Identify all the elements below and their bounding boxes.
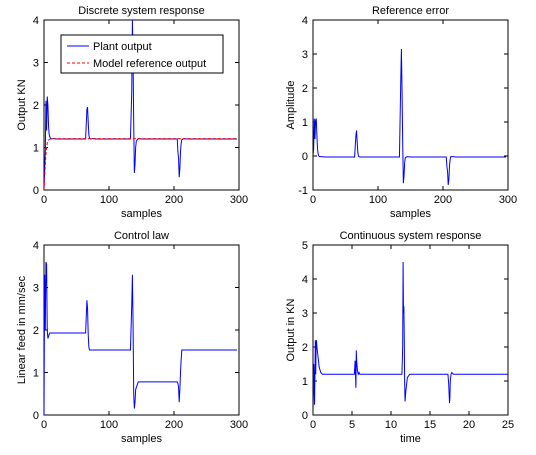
y-tick-label: 1 (33, 368, 39, 380)
y-tick-label: 2 (302, 342, 308, 354)
series-line-0 (313, 48, 507, 185)
x-tick-label: 15 (424, 419, 436, 431)
y-tick-label: -1 (298, 185, 308, 197)
plot-area (312, 19, 509, 191)
y-tick-label: 1 (33, 143, 39, 155)
series-line-0 (313, 261, 508, 415)
y-tick-label: 0 (33, 410, 39, 422)
x-tick-label: 200 (165, 194, 183, 206)
control-law-panel: 0 100 200 300 0 1 2 3 4 Control law samples Linear … (16, 230, 248, 445)
x-tick-label: 5 (349, 419, 355, 431)
x-tick-label: 0 (41, 194, 47, 206)
y-tick-label: 5 (302, 240, 308, 252)
legend-box (60, 34, 224, 74)
x-tick-label: 300 (230, 194, 248, 206)
x-tick-label: 10 (385, 419, 397, 431)
y-axis-label: Output in KN (285, 298, 297, 361)
y-tick-label: 2 (33, 325, 39, 337)
y-tick-label: 4 (302, 274, 308, 286)
x-tick-label: 100 (100, 194, 118, 206)
y-tick-label: 0 (302, 151, 308, 163)
legend: Plant output Model reference output (60, 34, 224, 74)
y-tick-label: 4 (302, 15, 308, 27)
y-axis-label: Output KN (16, 79, 28, 130)
x-tick-label: 200 (434, 194, 452, 206)
x-tick-label: 0 (41, 419, 47, 431)
y-tick-label: 2 (33, 100, 39, 112)
x-tick-label: 300 (499, 194, 517, 206)
x-axis-label: samples (121, 433, 162, 445)
y-tick-label: 0 (302, 410, 308, 422)
chart-title: Discrete system response (78, 5, 205, 17)
x-tick-label: 200 (165, 419, 183, 431)
y-tick-label: 3 (33, 283, 39, 295)
y-tick-label: 0 (33, 185, 39, 197)
x-tick-label: 100 (100, 419, 118, 431)
series-line-1 (44, 138, 238, 190)
x-tick-label: 0 (310, 419, 316, 431)
x-axis-label: samples (121, 208, 162, 220)
y-tick-label: 4 (33, 15, 39, 27)
y-tick-label: 3 (302, 49, 308, 61)
x-tick-label: 20 (463, 419, 475, 431)
y-axis-label: Linear feed in mm/sec (16, 275, 28, 384)
x-tick-label: 25 (502, 419, 514, 431)
chart-title: Continuous system response (340, 230, 482, 242)
x-tick-label: 300 (230, 419, 248, 431)
x-tick-label: 100 (369, 194, 387, 206)
chart-title: Reference error (372, 5, 449, 17)
y-tick-label: 4 (33, 240, 39, 252)
y-tick-label: 3 (302, 308, 308, 320)
series-line-0 (44, 261, 238, 415)
y-tick-label: 3 (33, 58, 39, 70)
x-axis-label: samples (390, 208, 431, 220)
legend-entry: Model reference output (93, 58, 206, 70)
chart-title: Control law (114, 230, 169, 242)
y-axis-label: Amplitude (285, 81, 297, 130)
x-axis-label: time (400, 433, 421, 445)
y-tick-label: 1 (302, 117, 308, 129)
discrete-system-response-panel: 0 100 200 300 0 1 2 3 4 Discrete system response s… (16, 5, 248, 220)
continuous-system-response-panel: 0 5 10 15 20 25 0 1 2 3 4 5 Continuous system respon… (285, 230, 514, 445)
plot-area (312, 244, 509, 416)
y-tick-label: 2 (302, 83, 308, 95)
x-tick-label: 0 (310, 194, 316, 206)
plot-area (43, 244, 240, 416)
legend-entry: Plant output (93, 41, 152, 53)
y-tick-label: 1 (302, 376, 308, 388)
